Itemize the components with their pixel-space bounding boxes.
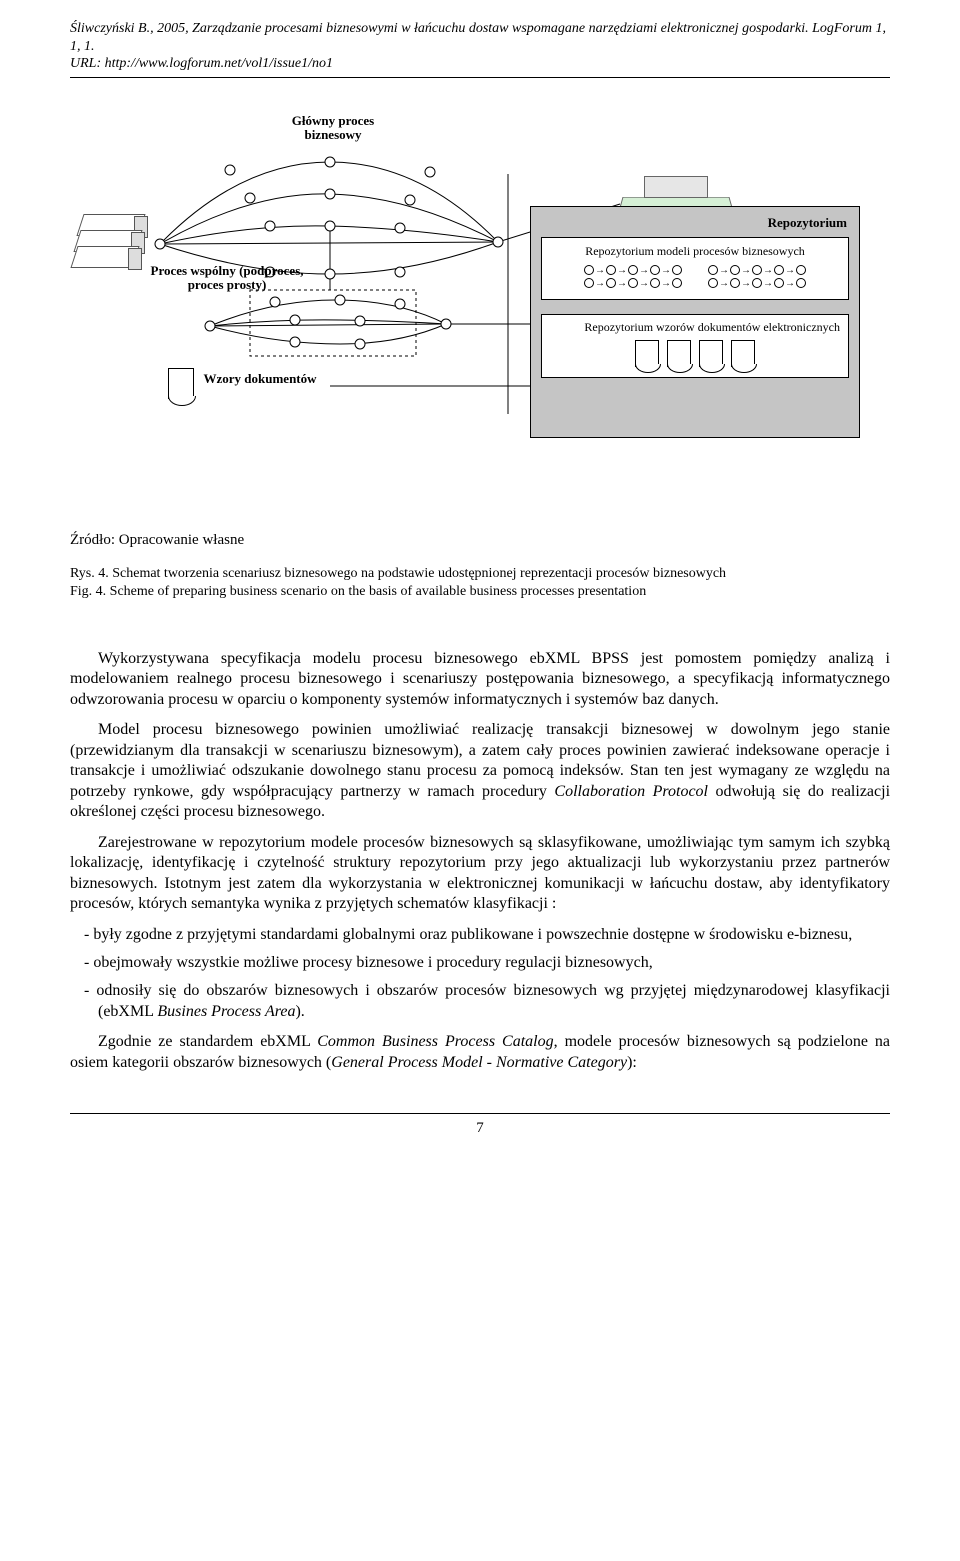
figure-caption: Rys. 4. Schemat tworzenia scenariusz biz… xyxy=(70,565,890,601)
process-chain-icon: →→→→ xyxy=(708,265,806,276)
figure-label-doc-templates: Wzory dokumentów xyxy=(200,372,320,386)
process-chain-icon: →→→→ xyxy=(584,278,682,289)
figure-4: Główny proces biznesowy Proces wspólny (… xyxy=(100,114,860,514)
figure-label-main-process: Główny proces biznesowy xyxy=(268,114,398,143)
figure-label-subprocess: Proces wspólny (podproces, proces prosty… xyxy=(142,264,312,293)
figure-caption-en: Fig. 4. Scheme of preparing business sce… xyxy=(70,583,890,601)
repo-docs-box: Repozytorium wzorów dokumentów elektroni… xyxy=(541,314,849,379)
doc-icon xyxy=(635,340,659,367)
process-chain-icon: →→→→ xyxy=(584,265,682,276)
list-item: były zgodne z przyjętymi standardami glo… xyxy=(70,925,890,945)
repo-docs-title: Repozytorium wzorów dokumentów elektroni… xyxy=(550,321,840,335)
repository-title: Repozytorium xyxy=(531,207,859,237)
repo-models-title: Repozytorium modeli procesów biznesowych xyxy=(550,244,840,259)
header-citation: Śliwczyński B., 2005, Zarządzanie proces… xyxy=(70,20,890,55)
list-item: obejmowały wszystkie możliwe procesy biz… xyxy=(70,953,890,973)
document-template-icon xyxy=(168,368,194,399)
paragraph: Zarejestrowane w repozytorium modele pro… xyxy=(70,833,890,915)
figure-source: Źródło: Opracowanie własne xyxy=(70,532,890,549)
paragraph: Zgodnie ze standardem ebXML Common Busin… xyxy=(70,1032,890,1073)
paragraph: Model procesu biznesowego powinien umożl… xyxy=(70,720,890,822)
running-header: Śliwczyński B., 2005, Zarządzanie proces… xyxy=(70,20,890,78)
list-item: odnosiły się do obszarów biznesowych i o… xyxy=(70,981,890,1022)
paragraph: Wykorzystywana specyfikacja modelu proce… xyxy=(70,649,890,710)
repository-panel: Repozytorium Repozytorium modeli procesó… xyxy=(530,206,860,438)
body-text: Wykorzystywana specyfikacja modelu proce… xyxy=(70,649,890,1073)
doc-icon xyxy=(731,340,755,367)
repo-models-box: Repozytorium modeli procesów biznesowych… xyxy=(541,237,849,300)
bullet-list: były zgodne z przyjętymi standardami glo… xyxy=(70,925,890,1023)
header-url: URL: http://www.logforum.net/vol1/issue1… xyxy=(70,55,890,73)
process-chain-icon: →→→→ xyxy=(708,278,806,289)
page-number: 7 xyxy=(70,1113,890,1137)
doc-icon xyxy=(699,340,723,367)
doc-icon xyxy=(667,340,691,367)
figure-caption-pl: Rys. 4. Schemat tworzenia scenariusz biz… xyxy=(70,565,890,583)
